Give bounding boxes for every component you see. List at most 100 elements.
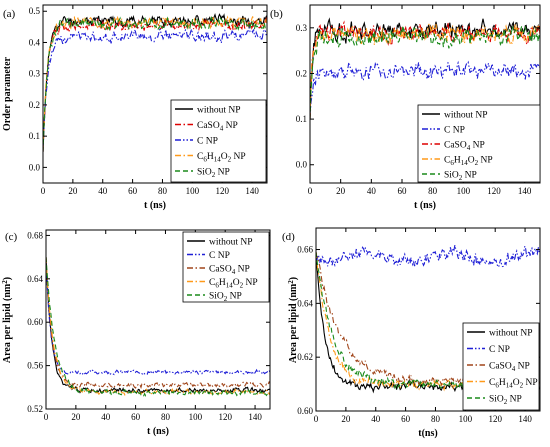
x-tick-label: 140 [248,412,262,422]
y-axis-title: Order parameter [2,56,13,131]
legend-label: CaSO4 NP [209,265,250,277]
legend-label: SiO2 NP [209,292,242,304]
x-tick-label: 120 [218,412,232,422]
y-tick-label: 0.2 [296,68,307,78]
x-tick-label: 140 [518,414,532,424]
x-tick-label: 40 [367,186,377,196]
x-tick-label: 140 [518,186,532,196]
series-line-4 [316,252,540,392]
legend-label: SiO2 NP [197,168,230,180]
plot-frame [309,4,541,184]
x-tick-label: 80 [158,186,168,196]
legend-label: without NP [209,238,253,248]
series-line-2 [46,257,270,376]
legend-label: C6H14O2 NP [197,152,246,164]
x-tick-label: 40 [101,412,111,422]
y-tick-label: 0.5 [29,6,41,16]
y-tick-label: 0.52 [27,404,43,414]
chart-panel-a: 0 20 40 60 80 100 120 140 0.0 0.1 0.2 0.3 0.4 0.5 t (n… [2,4,268,211]
legend-label: without NP [444,111,488,121]
x-tick-label: 80 [161,412,171,422]
x-tick-label: 120 [487,186,501,196]
series-line-4 [310,22,540,120]
x-tick-label: 20 [71,412,81,422]
y-tick-label: 0.60 [27,317,43,327]
series-line-4 [43,15,267,152]
legend-label: C NP [197,137,218,147]
y-axis-title: Area per lipid (nm2) [287,277,299,363]
series-line-5 [46,257,270,397]
x-tick-label: 100 [457,186,471,196]
series-group [310,17,540,120]
x-axis-title: t (ns) [414,200,436,211]
y-tick-label: 0.4 [29,37,41,47]
series-line-2 [310,60,540,120]
x-tick-label: 40 [371,414,381,424]
chart-panel-b: 0 20 40 60 80 100 120 140 0.0 0.1 0.2 0.3 t (ns) (b) w… [270,4,541,211]
series-line-3 [46,257,270,390]
y-tick-label: 0.60 [297,406,313,416]
y-tick-label: 0.56 [27,361,43,371]
legend-box [182,231,270,303]
y-tick-label: 0.1 [296,114,307,124]
y-tick-label: 0.64 [297,298,313,308]
series-group [46,257,270,397]
plot-frame [315,227,541,412]
series-group [43,12,267,152]
legend-label: C NP [209,251,230,261]
y-tick-label: 0.3 [29,69,41,79]
legend-label: CaSO4 NP [197,121,238,133]
legend-label: C NP [489,345,510,355]
x-tick-label: 120 [215,186,229,196]
series-line-2 [43,16,267,152]
x-axis-title: t (ns) [147,426,169,437]
panel-label: (d) [282,231,295,243]
legend-label: SiO2 NP [444,171,477,183]
series-line-1 [46,257,270,395]
x-tick-label: 100 [186,186,200,196]
x-tick-label: 0 [314,414,319,424]
y-tick-label: 0.68 [27,230,43,240]
x-tick-label: 60 [401,414,411,424]
chart-panel-c: 0 20 40 60 80 100 120 140 0.52 0.56 0.60 0.64 0.68 t … [1,229,271,437]
y-tick-label: 0.1 [29,131,40,141]
series-line-5 [310,25,540,120]
plot-frame [45,229,271,410]
x-tick-label: 20 [341,414,351,424]
y-tick-label: 0.66 [297,245,313,255]
x-tick-label: 40 [98,186,108,196]
x-tick-label: 60 [398,186,408,196]
x-tick-label: 0 [41,186,46,196]
x-tick-label: 100 [459,414,473,424]
x-tick-label: 0 [308,186,313,196]
series-line-5 [43,15,267,152]
x-tick-label: 100 [189,412,203,422]
series-line-2 [316,244,540,269]
x-tick-label: 20 [68,186,78,196]
legend-label: CaSO4 NP [444,141,485,153]
legend-label: C6H14O2 NP [209,278,258,290]
y-tick-label: 0.3 [296,23,308,33]
legend-label: CaSO4 NP [489,362,530,374]
x-axis-title: t(ns) [418,428,437,439]
panel-label: (b) [270,8,283,20]
legend-box [462,322,540,411]
legend-label: C6H14O2 NP [489,378,538,390]
legend-label: without NP [197,106,241,116]
y-tick-label: 0.62 [297,352,313,362]
y-tick-label: 0.0 [296,160,308,170]
legend-label: C6H14O2 NP [444,156,493,168]
legend: without NP CaSO4 NP C NP C6H14O2 NP SiO2 NP [170,99,267,183]
x-axis-title: t (ns) [144,200,166,211]
chart-panel-d: 0 20 40 60 80 100 120 140 0.60 0.62 0.64 0.66 t(ns) A… [282,227,541,439]
series-line-3 [43,25,267,152]
x-tick-label: 140 [245,186,259,196]
x-tick-label: 0 [44,412,49,422]
x-tick-label: 80 [428,186,438,196]
x-tick-label: 60 [131,412,141,422]
